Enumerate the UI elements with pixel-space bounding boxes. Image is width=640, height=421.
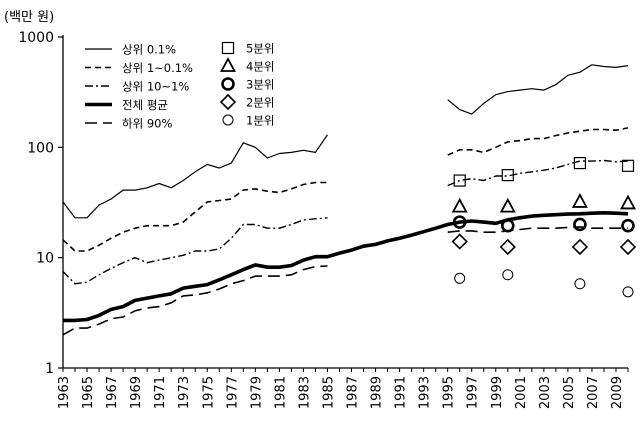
series-8-marker (499, 238, 516, 256)
legend-line-label: 상위 1~0.1% (122, 61, 193, 75)
x-tick-label: 1993 (418, 376, 433, 409)
x-tick-label: 1971 (153, 376, 168, 409)
series-lines (62, 64, 629, 336)
series-line-2 (62, 159, 629, 285)
series-7-marker (452, 215, 467, 229)
series-7-marker (621, 218, 635, 233)
x-ticks: 1963 1965 1967 1969 1971 1973 1975 1977 1979 1981… (57, 368, 629, 409)
x-tick-label: 1973 (177, 376, 192, 409)
x-tick-label: 2003 (538, 376, 553, 409)
legend-marker-label: 3분위 (246, 78, 274, 92)
x-tick-label: 1995 (442, 376, 457, 409)
series-9-marker (454, 272, 466, 284)
series-8-marker (451, 233, 468, 250)
axes (62, 35, 628, 369)
x-tick-label: 1991 (394, 376, 409, 409)
series-5-marker (501, 169, 514, 182)
series-8-marker (619, 238, 637, 256)
legend-line-label: 하위 90% (122, 117, 172, 131)
legend-marker-swatch (219, 93, 237, 111)
legend-marker-label: 5분위 (246, 42, 274, 56)
legend-marker-swatch (222, 114, 234, 126)
x-tick-label: 1997 (466, 376, 481, 409)
series-9-marker (622, 286, 634, 298)
series-7-marker (573, 217, 587, 232)
series-6-marker (571, 193, 588, 208)
x-tick-label: 1975 (201, 376, 216, 409)
legend-marker-label: 1분위 (246, 114, 274, 128)
series-9-marker (574, 278, 586, 290)
y-tick-label: 100 (27, 140, 54, 156)
x-tick-label: 2007 (586, 376, 601, 409)
x-tick-label: 1977 (225, 376, 240, 409)
series-5-marker (453, 174, 466, 187)
series-6-marker (499, 197, 516, 213)
x-tick-label: 2009 (610, 376, 625, 409)
series-line-4 (62, 226, 628, 336)
y-axis-label: (백만 원) (4, 10, 54, 25)
x-tick-label: 1989 (370, 376, 385, 409)
series-6-marker (451, 197, 468, 213)
x-tick-label: 1967 (105, 376, 120, 409)
x-tick-label: 1999 (490, 376, 505, 409)
series-8-marker (571, 238, 589, 256)
series-line-1 (62, 127, 629, 252)
x-tick-label: 1979 (249, 376, 264, 409)
x-tick-label: 1969 (129, 376, 144, 409)
x-tick-label: 2001 (514, 376, 529, 409)
x-tick-label: 1983 (297, 376, 312, 409)
legend-marker-label: 2분위 (246, 96, 274, 110)
series-line-3 (63, 211, 629, 323)
x-tick-label: 1965 (81, 376, 96, 409)
x-tick-label: 1981 (273, 376, 288, 409)
series-5-marker (621, 159, 635, 172)
series-line-0 (62, 64, 629, 219)
y-tick-label: 10 (36, 251, 54, 267)
x-tick-label: 2005 (562, 376, 577, 409)
series-markers (451, 156, 637, 298)
legend-marker-swatch (219, 57, 237, 72)
x-tick-label: 1985 (321, 376, 336, 409)
legend-marker-label: 4분위 (246, 60, 274, 74)
x-tick-label: 1963 (57, 376, 72, 409)
y-ticks: 1 10 100 1000 (18, 30, 63, 377)
series-5-marker (573, 156, 587, 170)
y-tick-label: 1000 (18, 30, 54, 46)
x-tick-label: 1987 (346, 376, 361, 409)
legend-marker-swatch (221, 77, 235, 91)
legend-line-label: 상위 0.1% (122, 43, 176, 57)
series-6-marker (619, 194, 637, 210)
series-9-marker (502, 269, 514, 281)
series-7-marker (500, 218, 515, 233)
legend-marker-swatch (221, 41, 235, 55)
legend-line-label: 상위 10~1% (122, 80, 189, 94)
legend-line-label: 전체 평균 (122, 98, 168, 112)
y-tick-label: 1 (45, 361, 54, 377)
